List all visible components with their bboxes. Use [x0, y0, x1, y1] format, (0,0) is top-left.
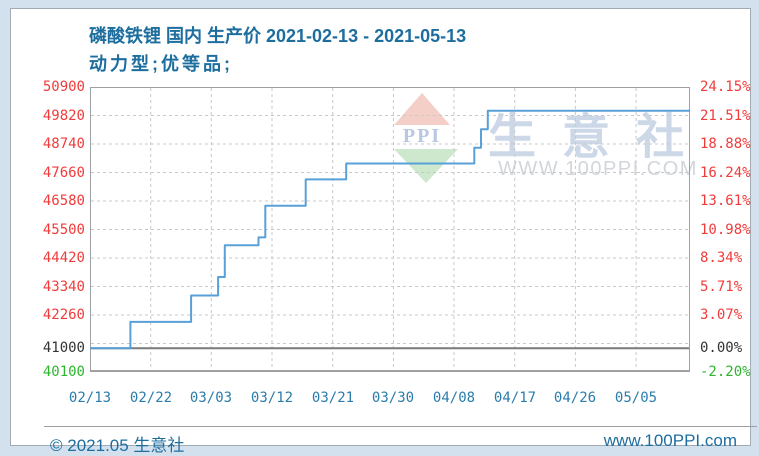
watermark-site-name: 生意社 — [488, 111, 711, 164]
y-axis-left-label: 49820 — [42, 108, 85, 124]
footer-website: www.100PPI.com — [603, 431, 737, 450]
y-axis-right-label: 3.07% — [700, 307, 743, 323]
chart-subtitle: 动力型;优等品; — [89, 54, 233, 74]
y-axis-left-label: 50900 — [42, 79, 85, 95]
y-axis-right-label: 5.71% — [700, 279, 743, 295]
x-axis-label: 04/08 — [432, 390, 476, 406]
x-axis-label: 05/05 — [614, 390, 658, 406]
x-axis-label: 02/22 — [129, 390, 173, 406]
y-axis-left-label: 42260 — [42, 307, 85, 323]
chart-title: 磷酸铁锂 国内 生产价 2021-02-13 - 2021-05-13 — [89, 26, 467, 46]
y-axis-left-label: 48740 — [42, 136, 85, 152]
footer-divider — [44, 426, 757, 427]
x-axis-label: 04/26 — [553, 390, 597, 406]
y-axis-left-label: 47660 — [42, 165, 85, 181]
x-axis-label: 03/03 — [189, 390, 233, 406]
y-axis-left-label: 43340 — [42, 279, 85, 295]
x-axis-label: 02/13 — [68, 390, 112, 406]
price-step-chart — [90, 87, 690, 372]
footer-copyright: © 2021.05 生意社 — [50, 436, 185, 455]
logo-roof-icon — [394, 93, 450, 125]
y-axis-left-label: 45500 — [42, 222, 85, 238]
y-axis-left-label: 44420 — [42, 250, 85, 266]
x-axis-label: 03/12 — [250, 390, 294, 406]
y-axis-right-label: 16.24% — [700, 165, 751, 181]
x-axis-label: 04/17 — [493, 390, 537, 406]
y-axis-right-label: 21.51% — [700, 108, 751, 124]
y-axis-left-label: 46580 — [42, 193, 85, 209]
y-axis-right-label: 8.34% — [700, 250, 743, 266]
y-axis-right-label: -2.20% — [700, 364, 751, 380]
y-axis-right-label: 0.00% — [700, 340, 743, 356]
ppi-logo-watermark: PPI — [394, 93, 458, 183]
logo-ppi-text: PPI — [402, 125, 442, 147]
y-axis-right-label: 13.61% — [700, 193, 751, 209]
x-axis-label: 03/21 — [311, 390, 355, 406]
chart-panel: 磷酸铁锂 国内 生产价 2021-02-13 - 2021-05-13 动力型;… — [10, 8, 757, 455]
y-axis-right-label: 24.15% — [700, 79, 751, 95]
y-axis-right-label: 10.98% — [700, 222, 751, 238]
y-axis-right-label: 18.88% — [700, 136, 751, 152]
logo-base-icon — [394, 149, 458, 183]
watermark-site-url: WWW.100PPI.COM — [498, 158, 698, 180]
y-axis-left-label: 41000 — [42, 340, 85, 356]
y-axis-left-label: 40100 — [42, 364, 85, 380]
x-axis-label: 03/30 — [371, 390, 415, 406]
plot-area — [90, 87, 690, 372]
